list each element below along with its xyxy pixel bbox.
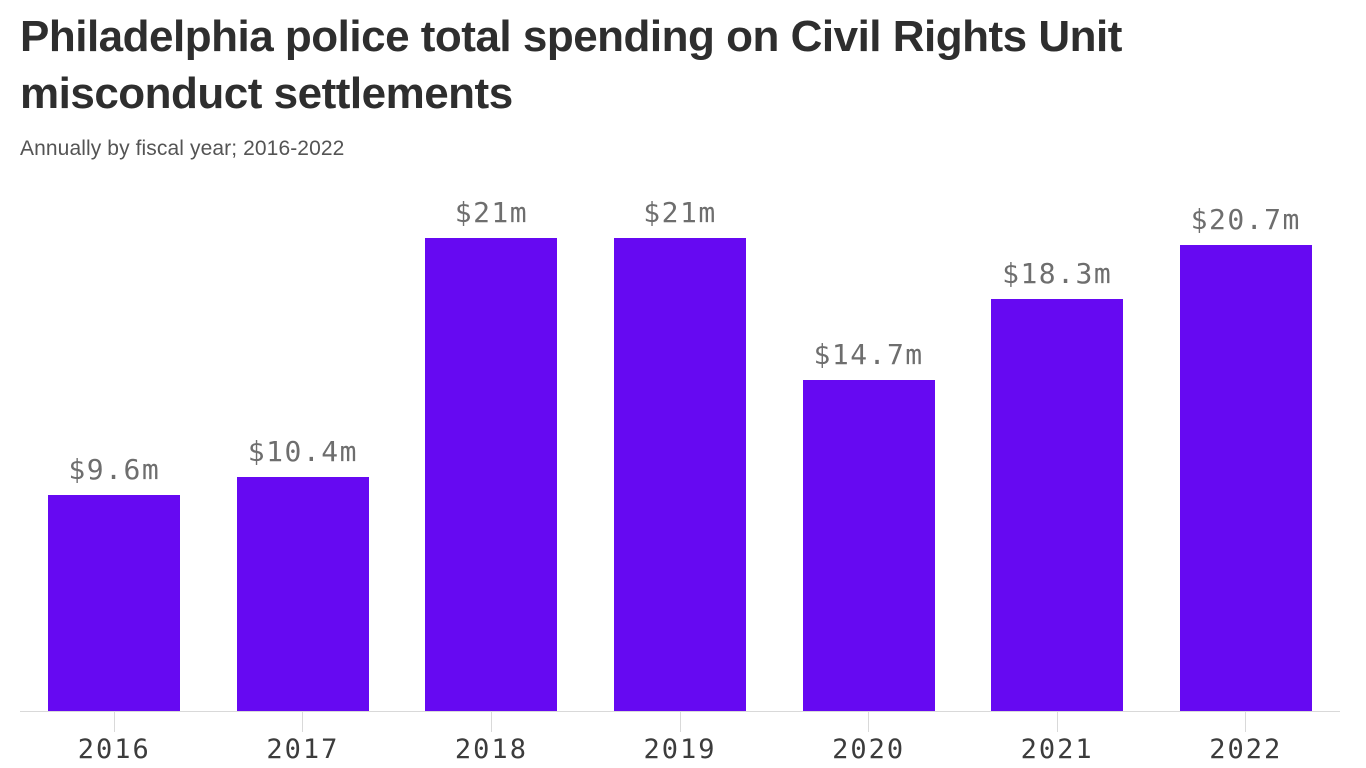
x-axis-column: 2020: [774, 712, 963, 765]
bar-column: $21m: [397, 189, 586, 711]
x-axis-label: 2017: [266, 734, 340, 765]
x-axis-tick: [113, 712, 115, 732]
x-axis-column: 2019: [586, 712, 775, 765]
bar-value-label: $21m: [643, 196, 717, 229]
chart-title-line-2: misconduct settlements: [20, 69, 513, 118]
bar-column: $9.6m: [20, 189, 209, 711]
bar: [425, 238, 558, 711]
bar-chart-plot-area: $9.6m $10.4m $21m $21m $14.7m $18.3m $20.7m: [20, 189, 1340, 712]
bar: [802, 380, 935, 711]
chart-title: Philadelphia police total spending on Ci…: [20, 8, 1346, 122]
bar-column: $14.7m: [774, 189, 963, 711]
x-axis-label: 2016: [77, 734, 151, 765]
bar-value-label: $20.7m: [1190, 203, 1301, 236]
bar: [236, 477, 369, 711]
x-axis-tick: [1245, 712, 1247, 732]
bar-value-label: $14.7m: [813, 338, 924, 371]
chart-title-line-1: Philadelphia police total spending on Ci…: [20, 12, 1122, 61]
bar: [48, 495, 181, 711]
x-axis-tick: [1056, 712, 1058, 732]
bar-column: $10.4m: [209, 189, 398, 711]
x-axis-label: 2018: [454, 734, 528, 765]
bar-column: $18.3m: [963, 189, 1152, 711]
x-axis-tick: [679, 712, 681, 732]
bar-value-label: $18.3m: [1002, 257, 1113, 290]
x-axis-label: 2021: [1020, 734, 1094, 765]
x-axis-column: 2021: [963, 712, 1152, 765]
x-axis-tick: [490, 712, 492, 732]
bar-value-label: $21m: [454, 196, 529, 229]
x-axis-tick: [868, 712, 870, 732]
bar-value-label: $10.4m: [247, 435, 358, 468]
x-axis-column: 2017: [209, 712, 398, 765]
x-axis: 2016 2017 2018 2019 2020 2021 2022: [20, 712, 1340, 765]
chart-subtitle: Annually by fiscal year; 2016-2022: [20, 137, 345, 160]
x-axis-label: 2020: [832, 734, 906, 765]
x-axis-column: 2018: [397, 712, 586, 765]
x-axis-tick: [302, 712, 304, 732]
chart-header: Philadelphia police total spending on Ci…: [0, 0, 1366, 161]
x-axis-column: 2016: [20, 712, 209, 765]
bar: [614, 238, 747, 711]
bar-column: $20.7m: [1151, 189, 1340, 711]
bar: [1179, 245, 1312, 711]
x-axis-label: 2022: [1209, 734, 1283, 765]
bar: [991, 299, 1124, 711]
bar-value-label: $9.6m: [68, 453, 161, 486]
x-axis-label: 2019: [643, 734, 717, 765]
bar-column: $21m: [586, 189, 775, 711]
x-axis-column: 2022: [1151, 712, 1340, 765]
